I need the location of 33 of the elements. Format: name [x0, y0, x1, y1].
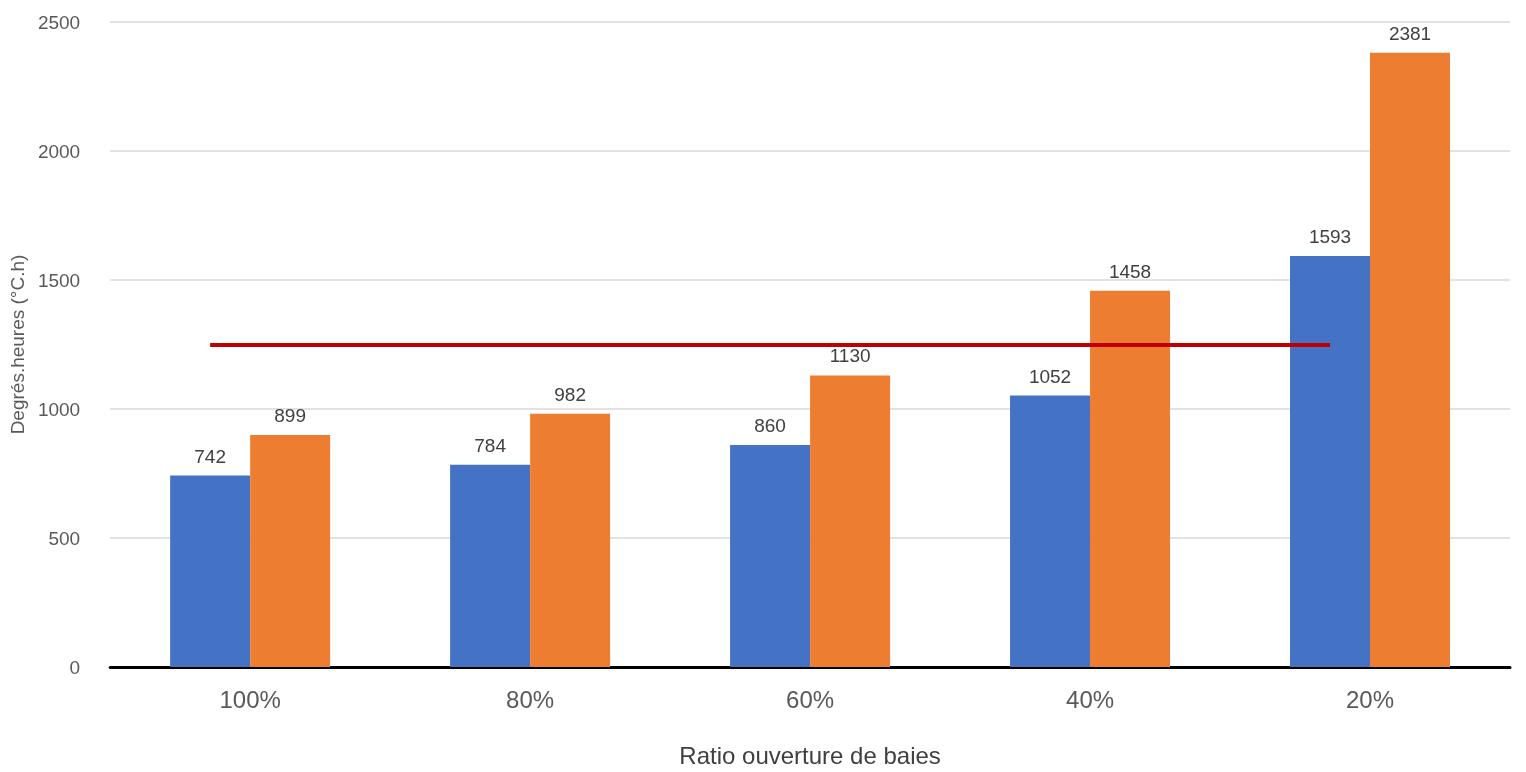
x-axis-title: Ratio ouverture de baies [679, 741, 941, 769]
bar [250, 435, 331, 667]
data-label: 742 [194, 445, 226, 467]
x-tick-label: 40% [1066, 685, 1115, 713]
x-tick-label: 80% [506, 685, 555, 713]
bar [1370, 52, 1451, 667]
data-label: 899 [274, 405, 306, 427]
data-label: 1130 [829, 345, 871, 367]
bar [810, 375, 891, 667]
bar [530, 413, 611, 667]
data-label: 1593 [1308, 226, 1352, 248]
x-tick-label: 60% [786, 685, 835, 713]
data-label: 1052 [1028, 365, 1072, 387]
bar [1290, 256, 1371, 667]
y-tick-label: 2500 [37, 11, 81, 33]
data-label: 860 [754, 415, 786, 437]
bar [730, 445, 811, 667]
y-tick-label: 0 [69, 656, 81, 678]
bar [450, 464, 531, 667]
bar [1090, 290, 1171, 667]
x-tick-label: 20% [1345, 685, 1395, 713]
y-tick-label: 500 [48, 527, 81, 549]
data-label: 1458 [1108, 260, 1152, 282]
data-label: 982 [554, 383, 586, 405]
bar [1010, 395, 1091, 667]
y-axis-title: Degrés.heures (°C.h) [7, 254, 28, 435]
data-label: 784 [474, 434, 507, 456]
data-label: 2381 [1388, 22, 1432, 44]
y-tick-label: 2000 [37, 140, 81, 162]
y-tick-label: 1500 [37, 269, 81, 291]
y-tick-label: 1000 [37, 398, 81, 420]
x-tick-label: 100% [219, 685, 281, 713]
bar [170, 475, 251, 667]
